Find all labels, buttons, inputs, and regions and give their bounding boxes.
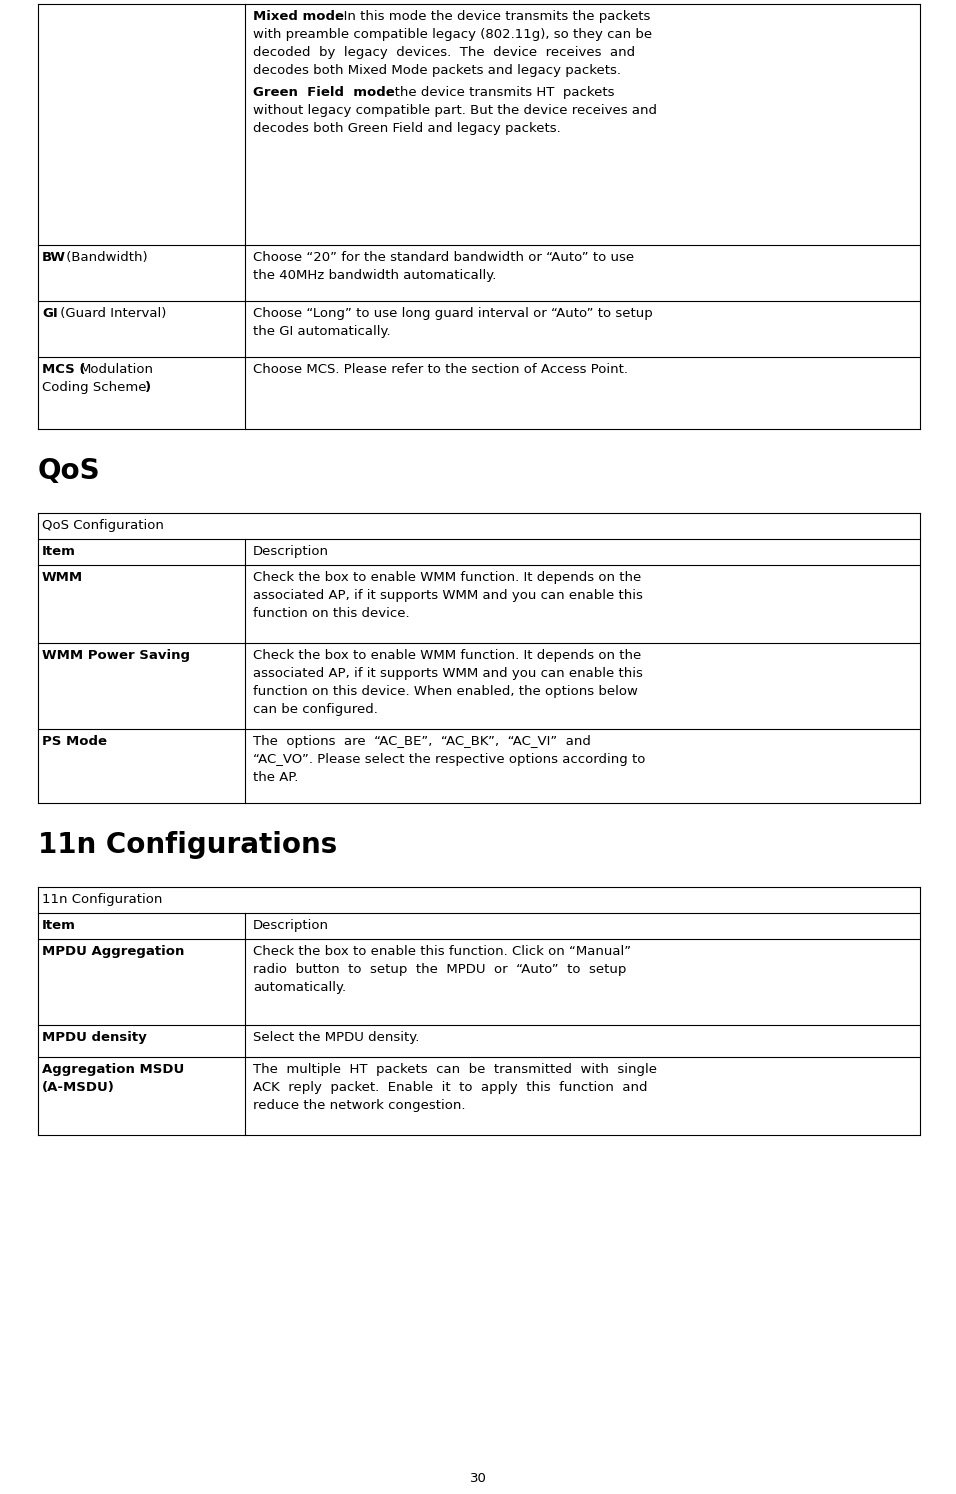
Text: The  options  are  “AC_BE”,  “AC_BK”,  “AC_VI”  and: The options are “AC_BE”, “AC_BK”, “AC_VI… [253,735,591,748]
Text: “AC_VO”. Please select the respective options according to: “AC_VO”. Please select the respective op… [253,753,645,766]
Text: decoded  by  legacy  devices.  The  device  receives  and: decoded by legacy devices. The device re… [253,46,635,58]
Text: (Guard Interval): (Guard Interval) [56,306,166,320]
Text: Description: Description [253,919,329,932]
Text: radio  button  to  setup  the  MPDU  or  “Auto”  to  setup: radio button to setup the MPDU or “Auto”… [253,964,626,976]
Text: Check the box to enable WMM function. It depends on the: Check the box to enable WMM function. It… [253,648,641,662]
Text: PS Mode: PS Mode [42,735,107,748]
Text: reduce the network congestion.: reduce the network congestion. [253,1100,466,1112]
Text: : In this mode the device transmits the packets: : In this mode the device transmits the … [335,10,650,22]
Text: Check the box to enable this function. Click on “Manual”: Check the box to enable this function. C… [253,946,631,958]
Text: without legacy compatible part. But the device receives and: without legacy compatible part. But the … [253,105,657,117]
Text: Coding Scheme: Coding Scheme [42,381,146,394]
Text: (Bandwidth): (Bandwidth) [62,251,147,264]
Text: Choose MCS. Please refer to the section of Access Point.: Choose MCS. Please refer to the section … [253,363,628,376]
Text: Check the box to enable WMM function. It depends on the: Check the box to enable WMM function. It… [253,571,641,584]
Text: 11n Configurations: 11n Configurations [38,831,337,859]
Text: WMM: WMM [42,571,83,584]
Text: QoS: QoS [38,457,100,486]
Text: Item: Item [42,919,76,932]
Text: with preamble compatible legacy (802.11g), so they can be: with preamble compatible legacy (802.11g… [253,28,652,40]
Text: The  multiple  HT  packets  can  be  transmitted  with  single: The multiple HT packets can be transmitt… [253,1064,657,1076]
Text: ACK  reply  packet.  Enable  it  to  apply  this  function  and: ACK reply packet. Enable it to apply thi… [253,1082,647,1094]
Text: MPDU density: MPDU density [42,1031,147,1044]
Text: Mixed mode: Mixed mode [253,10,344,22]
Text: 11n Configuration: 11n Configuration [42,893,163,905]
Text: the 40MHz bandwidth automatically.: the 40MHz bandwidth automatically. [253,269,496,282]
Text: GI: GI [42,306,57,320]
Text: Choose “Long” to use long guard interval or “Auto” to setup: Choose “Long” to use long guard interval… [253,306,653,320]
Text: MCS (: MCS ( [42,363,85,376]
Text: function on this device.: function on this device. [253,607,409,620]
Text: ): ) [145,381,151,394]
Text: BW: BW [42,251,66,264]
Text: (A-MSDU): (A-MSDU) [42,1082,115,1094]
Text: Choose “20” for the standard bandwidth or “Auto” to use: Choose “20” for the standard bandwidth o… [253,251,634,264]
Text: QoS Configuration: QoS Configuration [42,518,163,532]
Text: : the device transmits HT  packets: : the device transmits HT packets [386,87,615,99]
Text: associated AP, if it supports WMM and you can enable this: associated AP, if it supports WMM and yo… [253,589,642,602]
Text: MPDU Aggregation: MPDU Aggregation [42,946,185,958]
Text: function on this device. When enabled, the options below: function on this device. When enabled, t… [253,686,638,698]
Text: 30: 30 [469,1472,487,1485]
Text: Item: Item [42,545,76,557]
Text: the AP.: the AP. [253,771,298,784]
Text: Aggregation MSDU: Aggregation MSDU [42,1064,185,1076]
Text: Modulation: Modulation [80,363,154,376]
Text: associated AP, if it supports WMM and you can enable this: associated AP, if it supports WMM and yo… [253,666,642,680]
Text: decodes both Green Field and legacy packets.: decodes both Green Field and legacy pack… [253,123,561,134]
Text: decodes both Mixed Mode packets and legacy packets.: decodes both Mixed Mode packets and lega… [253,64,621,78]
Text: Select the MPDU density.: Select the MPDU density. [253,1031,420,1044]
Text: the GI automatically.: the GI automatically. [253,326,391,338]
Text: WMM Power Saving: WMM Power Saving [42,648,190,662]
Text: can be configured.: can be configured. [253,704,378,716]
Text: Description: Description [253,545,329,557]
Text: automatically.: automatically. [253,982,346,994]
Text: Green  Field  mode: Green Field mode [253,87,395,99]
